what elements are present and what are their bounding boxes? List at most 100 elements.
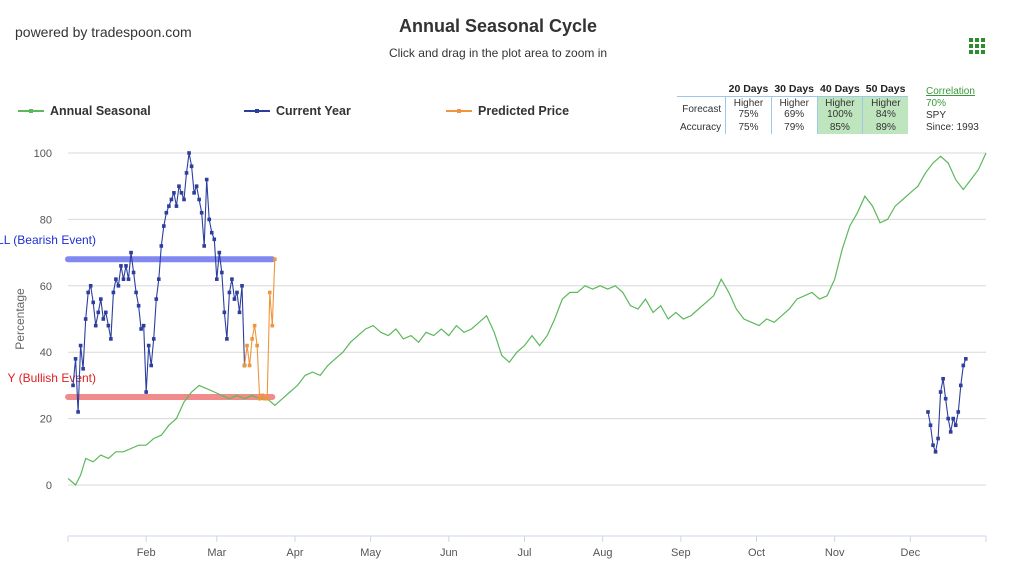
data-point bbox=[134, 290, 138, 295]
data-point bbox=[270, 323, 275, 328]
x-tick-label-nov: Nov bbox=[825, 547, 845, 559]
data-point bbox=[182, 197, 186, 202]
header-40-days: 40 Days bbox=[817, 82, 863, 97]
data-point bbox=[164, 210, 169, 215]
y-tick-label: 20 bbox=[40, 414, 52, 426]
data-point bbox=[81, 367, 85, 371]
y-tick-label: 60 bbox=[40, 281, 52, 293]
data-point bbox=[169, 197, 174, 202]
brand-text[interactable]: powered by tradespoon.com bbox=[15, 24, 192, 40]
y-tick-label: 40 bbox=[40, 347, 52, 359]
data-point bbox=[240, 284, 244, 288]
y-tick-label: 0 bbox=[46, 480, 52, 492]
data-point bbox=[232, 297, 237, 301]
data-point bbox=[154, 297, 159, 301]
correlation-box: Correlation 70% SPY Since: 1993 bbox=[926, 86, 979, 134]
grid-lines bbox=[68, 152, 986, 486]
x-tick-label-jul: Jul bbox=[517, 547, 531, 559]
legend-item-annual-seasonal[interactable]: Annual Seasonal bbox=[18, 104, 151, 118]
data-point bbox=[104, 310, 108, 315]
forecast-row-label: Forecast bbox=[682, 103, 722, 115]
data-point bbox=[116, 284, 121, 288]
data-point bbox=[162, 224, 166, 228]
data-point bbox=[262, 396, 267, 401]
data-point bbox=[184, 171, 189, 175]
axes: 0 20 40 60 80 100 Percentage Feb Mar Apr May Jun Jul… bbox=[13, 148, 987, 559]
data-point bbox=[129, 250, 133, 255]
data-point bbox=[121, 277, 126, 281]
event-band-label: Y (Bullish Event) bbox=[8, 371, 96, 385]
data-point bbox=[926, 410, 930, 414]
series-group bbox=[67, 151, 987, 486]
data-point bbox=[156, 277, 161, 281]
data-point bbox=[951, 416, 956, 421]
correlation-since: Since: 1993 bbox=[926, 122, 979, 133]
data-point bbox=[220, 270, 224, 275]
correlation-link[interactable]: Correlation bbox=[926, 86, 975, 97]
data-point bbox=[177, 184, 181, 188]
data-point bbox=[212, 237, 217, 242]
data-point bbox=[78, 343, 83, 348]
data-point bbox=[189, 164, 194, 169]
data-point bbox=[91, 300, 96, 305]
legend-item-current-year[interactable]: Current Year bbox=[244, 104, 351, 118]
accuracy-40: 85% bbox=[816, 121, 863, 134]
legend-label: Current Year bbox=[276, 104, 351, 118]
data-point bbox=[179, 191, 184, 195]
data-point bbox=[964, 357, 968, 361]
data-point bbox=[197, 197, 201, 202]
event-band-label: LL (Bearish Event) bbox=[0, 233, 96, 247]
data-point bbox=[71, 383, 75, 388]
data-point bbox=[204, 177, 209, 182]
data-point bbox=[174, 204, 179, 208]
data-point bbox=[131, 270, 136, 275]
series-line bbox=[927, 358, 967, 454]
data-point bbox=[260, 393, 264, 398]
legend-label: Annual Seasonal bbox=[50, 104, 151, 118]
data-point bbox=[187, 151, 191, 155]
series-line bbox=[243, 259, 276, 401]
data-point bbox=[217, 250, 222, 255]
data-point bbox=[252, 323, 257, 328]
data-point bbox=[124, 264, 128, 268]
data-point bbox=[172, 191, 176, 195]
data-point bbox=[230, 277, 234, 281]
data-point bbox=[273, 257, 277, 262]
data-point bbox=[83, 317, 88, 321]
data-point bbox=[946, 416, 950, 421]
data-point bbox=[209, 230, 214, 235]
forecast-40: Higher 100% bbox=[816, 96, 863, 121]
data-point bbox=[167, 204, 171, 208]
data-point bbox=[214, 277, 219, 281]
data-point bbox=[227, 290, 232, 295]
data-point bbox=[956, 410, 961, 414]
data-point bbox=[109, 337, 113, 341]
x-tick-label-dec: Dec bbox=[901, 547, 921, 559]
data-point bbox=[247, 363, 252, 368]
data-point bbox=[96, 310, 101, 315]
data-point bbox=[101, 317, 106, 321]
data-point bbox=[953, 423, 958, 428]
header-50-days: 50 Days bbox=[862, 82, 909, 97]
accuracy-20: 75% bbox=[725, 121, 772, 134]
data-point bbox=[106, 323, 111, 328]
data-point bbox=[255, 343, 259, 348]
data-point bbox=[111, 290, 116, 295]
x-tick-label-mar: Mar bbox=[207, 547, 226, 559]
series-annual-seasonal bbox=[67, 152, 987, 486]
chart-subtitle: Click and drag in the plot area to zoom … bbox=[388, 46, 608, 60]
legend-label: Predicted Price bbox=[478, 104, 570, 118]
x-tick-label-feb: Feb bbox=[137, 547, 156, 559]
data-point bbox=[933, 450, 938, 454]
accuracy-30: 79% bbox=[770, 121, 818, 134]
data-point bbox=[936, 436, 940, 441]
y-tick-label: 80 bbox=[40, 214, 52, 226]
correlation-value: 70% bbox=[926, 98, 947, 109]
data-point bbox=[192, 191, 196, 195]
legend-item-predicted-price[interactable]: Predicted Price bbox=[446, 104, 569, 118]
chart-menu-icon[interactable] bbox=[969, 38, 987, 54]
accuracy-50: 89% bbox=[862, 121, 909, 134]
data-point bbox=[928, 423, 933, 428]
x-tick-label-oct: Oct bbox=[748, 547, 765, 559]
